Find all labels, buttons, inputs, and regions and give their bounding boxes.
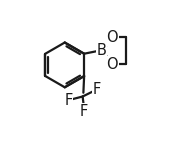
Text: O: O (107, 30, 118, 45)
Text: O: O (107, 57, 118, 72)
Text: B: B (97, 43, 106, 58)
Text: F: F (80, 104, 88, 119)
Text: F: F (93, 82, 101, 97)
Text: F: F (64, 93, 72, 108)
